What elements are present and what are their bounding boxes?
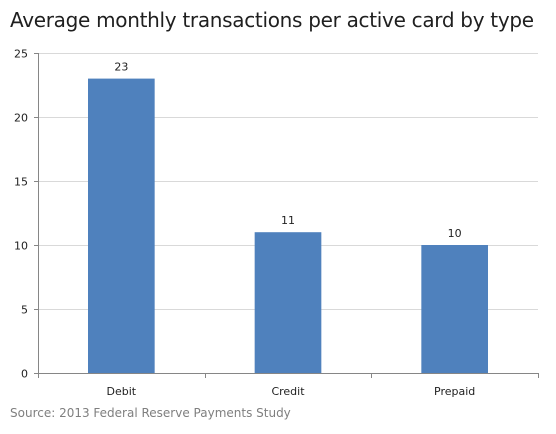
x-tick-label-debit: Debit [107,385,137,398]
bar-debit [88,78,155,373]
data-label-prepaid: 10 [448,227,462,240]
bars [88,78,488,373]
bar-credit [254,232,322,373]
y-tick-label: 10 [14,240,28,253]
labels: 0 5 10 15 20 25 23 Debit 11 Credit 10 Prepaid [14,48,475,399]
y-tick-label: 20 [14,112,28,125]
data-label-debit: 23 [114,61,128,74]
x-tick-label-credit: Credit [271,385,305,398]
y-tick-label: 5 [21,304,28,317]
y-tick-label: 15 [14,176,28,189]
axes [34,53,539,378]
y-tick-label: 0 [21,368,28,381]
chart-title: Average monthly transactions per active … [10,8,534,32]
bar-prepaid [421,245,488,373]
x-tick-label-prepaid: Prepaid [434,385,475,398]
y-tick-label: 25 [14,48,28,61]
source-note: Source: 2013 Federal Reserve Payments St… [10,406,291,420]
data-label-credit: 11 [281,214,295,227]
